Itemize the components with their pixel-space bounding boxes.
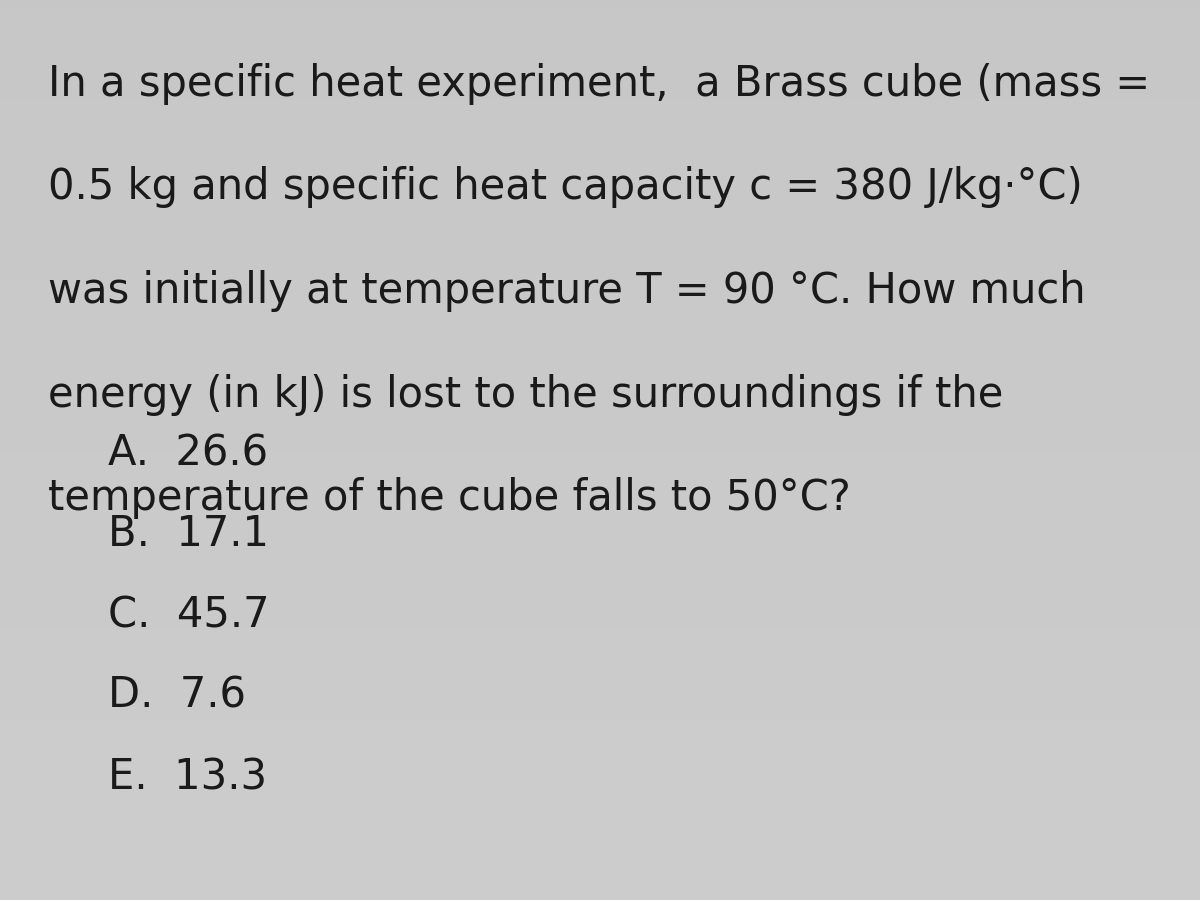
Text: In a specific heat experiment,  a Brass cube (mass =: In a specific heat experiment, a Brass c… <box>48 63 1150 105</box>
Text: A.  26.6: A. 26.6 <box>108 432 268 474</box>
Text: temperature of the cube falls to 50°C?: temperature of the cube falls to 50°C? <box>48 477 851 519</box>
Text: E.  13.3: E. 13.3 <box>108 756 268 798</box>
Text: D.  7.6: D. 7.6 <box>108 675 246 717</box>
Text: C.  45.7: C. 45.7 <box>108 594 270 636</box>
Text: energy (in kJ) is lost to the surroundings if the: energy (in kJ) is lost to the surroundin… <box>48 374 1003 416</box>
Text: 0.5 kg and specific heat capacity c = 380 J/kg·°C): 0.5 kg and specific heat capacity c = 38… <box>48 166 1082 209</box>
Text: B.  17.1: B. 17.1 <box>108 513 269 555</box>
Text: was initially at temperature T = 90 °C. How much: was initially at temperature T = 90 °C. … <box>48 270 1086 312</box>
